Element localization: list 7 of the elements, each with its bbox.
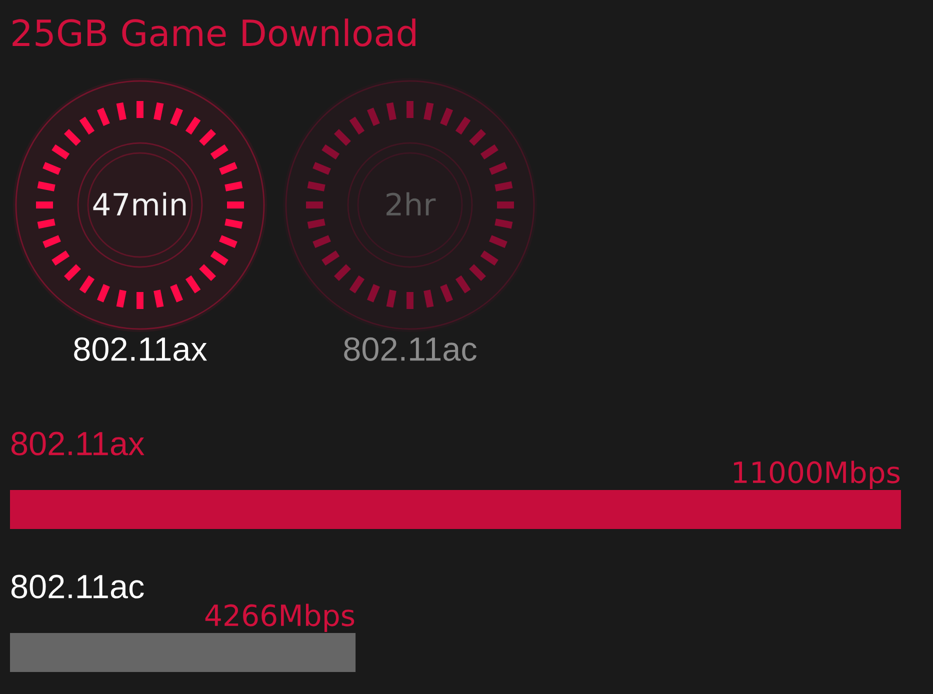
category-label: 802.11ax <box>74 337 207 361</box>
category-label: 802.11ac <box>344 337 476 361</box>
data-label: 11000Mbps <box>734 460 900 489</box>
text: 2hr <box>386 192 436 216</box>
text: 47min <box>93 192 186 216</box>
text: 25GB Game Download <box>12 18 416 46</box>
data-label: 4266Mbps <box>205 604 354 632</box>
